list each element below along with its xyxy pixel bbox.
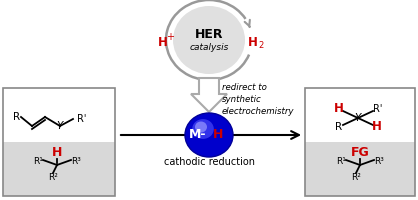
Bar [305,88,415,196]
Bar [305,142,415,196]
Bar [3,142,115,196]
Ellipse shape [185,113,233,157]
Text: 2: 2 [258,40,264,49]
Text: H: H [334,102,344,116]
Text: R³: R³ [374,156,384,166]
Text: R: R [13,112,20,122]
Bar [305,88,415,142]
Text: redirect to: redirect to [222,84,267,92]
Text: H: H [213,129,223,142]
Text: M-: M- [189,129,206,142]
Text: H: H [52,146,62,160]
Text: +: + [166,32,174,42]
Bar [3,88,115,142]
Text: cathodic reduction: cathodic reduction [163,157,255,167]
Text: R¹: R¹ [33,156,43,166]
Text: R': R' [77,114,87,124]
Ellipse shape [173,6,245,74]
Text: HER: HER [195,28,223,42]
Text: H: H [372,120,382,134]
Ellipse shape [192,119,214,139]
Text: H: H [158,36,168,49]
Text: R¹: R¹ [336,156,346,166]
Text: Y: Y [355,113,361,123]
Text: R³: R³ [71,156,81,166]
Text: R²: R² [48,173,58,182]
Text: catalysis: catalysis [189,44,229,52]
Bar [3,88,115,196]
Text: R²: R² [351,173,361,182]
Text: R': R' [373,104,383,114]
Polygon shape [191,78,227,112]
Text: H: H [248,36,258,49]
Text: FG: FG [351,146,370,160]
Text: R: R [335,122,343,132]
Text: synthetic: synthetic [222,96,262,104]
Ellipse shape [195,121,207,132]
Text: Y: Y [57,121,63,131]
Text: electrochemistry: electrochemistry [222,108,295,116]
